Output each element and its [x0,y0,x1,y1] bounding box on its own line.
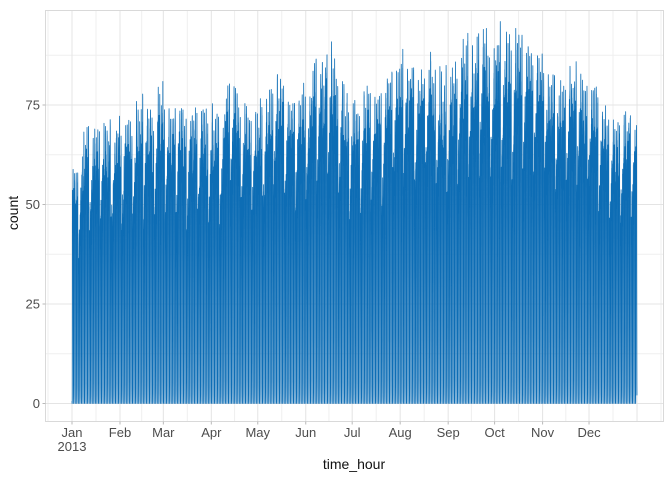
x-tick-label: Aug [389,425,412,440]
x-tick-label: Apr [201,425,222,440]
x-tick-label: Feb [109,425,131,440]
x-tick-label: Jan [62,425,83,440]
x-axis-title: time_hour [322,456,386,472]
x-tick-label: Jul [344,425,361,440]
x-tick-label: Nov [531,425,555,440]
y-tick-label: 75 [26,98,40,113]
y-tick-label: 25 [26,297,40,312]
x-tick-label: Sep [437,425,460,440]
x-tick-label: May [245,425,270,440]
x-tick-label: Dec [577,425,601,440]
count-series-line [71,21,638,404]
x-tick-label: Mar [152,425,175,440]
x-tick-year-label: 2013 [58,439,87,454]
y-axis-title: count [5,195,21,231]
panel-border [45,10,664,422]
y-tick-label: 50 [26,197,40,212]
y-tick-label: 0 [33,396,40,411]
x-tick-label: Jun [295,425,316,440]
x-tick-label: Oct [484,425,505,440]
